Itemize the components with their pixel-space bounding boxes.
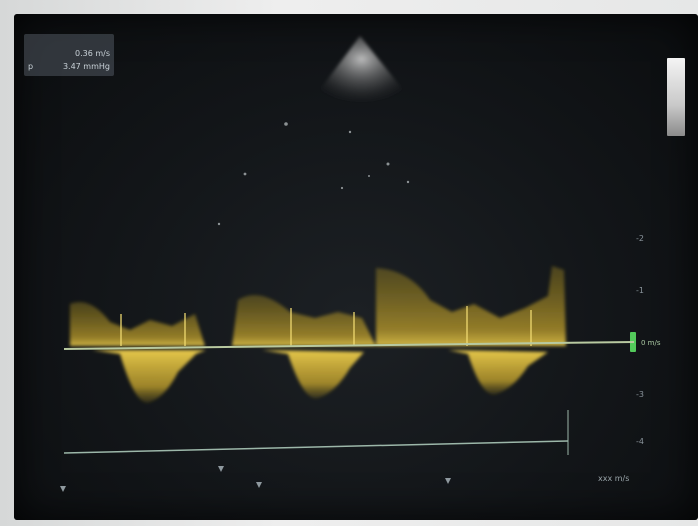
pressure-gradient-value: 3.47 mmHg xyxy=(62,62,110,71)
doppler-baseline xyxy=(63,341,635,350)
echo-speckles xyxy=(217,122,410,226)
scale-label: -1 xyxy=(636,286,644,295)
grayscale-bar xyxy=(667,58,685,136)
sector-echo-image xyxy=(318,36,405,102)
scale-label: -3 xyxy=(636,390,644,399)
cursor-line xyxy=(63,440,569,454)
scale-label: -2 xyxy=(636,234,644,243)
readout-key: p xyxy=(28,62,34,71)
readout-row: p 3.47 mmHg xyxy=(28,61,110,73)
scale-label: -4 xyxy=(636,437,644,446)
time-markers xyxy=(60,466,451,492)
measurement-readout-box: 0.36 m/s p 3.47 mmHg xyxy=(24,34,114,76)
doppler-spectral-waveform xyxy=(70,266,566,403)
baseline-label: 0 m/s xyxy=(641,339,661,347)
readout-row: 0.36 m/s xyxy=(28,48,110,60)
velocity-value: 0.36 m/s xyxy=(74,49,110,58)
doppler-spikes xyxy=(120,306,532,346)
footer-text: xxx m/s xyxy=(598,474,630,483)
